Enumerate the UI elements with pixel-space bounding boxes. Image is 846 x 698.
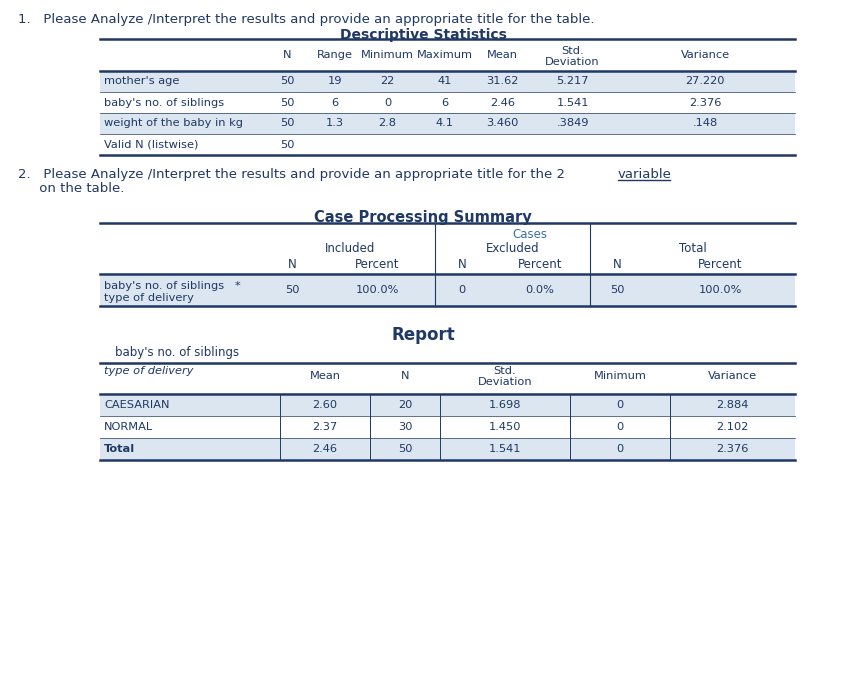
- Text: Minimum: Minimum: [361, 50, 414, 60]
- Text: 0: 0: [617, 422, 624, 432]
- Text: 20: 20: [398, 400, 412, 410]
- Text: N: N: [458, 258, 466, 271]
- Text: 2.102: 2.102: [717, 422, 749, 432]
- Bar: [100, 438, 795, 460]
- Text: 50: 50: [280, 119, 294, 128]
- Text: weight of the baby in kg: weight of the baby in kg: [104, 119, 243, 128]
- Bar: [100, 113, 795, 134]
- Text: baby's no. of siblings: baby's no. of siblings: [104, 98, 224, 107]
- Text: Descriptive Statistics: Descriptive Statistics: [339, 28, 507, 42]
- Text: mother's age: mother's age: [104, 77, 179, 87]
- Text: 6: 6: [332, 98, 338, 107]
- Text: Excluded: Excluded: [486, 242, 539, 255]
- Bar: [100, 274, 795, 306]
- Text: Report: Report: [391, 326, 455, 344]
- Text: on the table.: on the table.: [18, 182, 124, 195]
- Text: 50: 50: [280, 140, 294, 149]
- Text: Std.: Std.: [494, 366, 516, 376]
- Text: 41: 41: [438, 77, 453, 87]
- Text: N: N: [401, 371, 409, 381]
- Bar: [100, 71, 795, 92]
- Text: 19: 19: [327, 77, 343, 87]
- Text: 2.37: 2.37: [312, 422, 338, 432]
- Text: Case Processing Summary: Case Processing Summary: [314, 210, 532, 225]
- Text: Deviation: Deviation: [545, 57, 600, 67]
- Text: 2.46: 2.46: [312, 444, 338, 454]
- Text: 0.0%: 0.0%: [525, 285, 554, 295]
- Text: Maximum: Maximum: [417, 50, 473, 60]
- Text: 50: 50: [398, 444, 412, 454]
- Text: Percent: Percent: [354, 258, 399, 271]
- Bar: [100, 134, 795, 155]
- Text: 50: 50: [285, 285, 299, 295]
- Text: Variance: Variance: [708, 371, 757, 381]
- Text: 100.0%: 100.0%: [355, 285, 398, 295]
- Text: Mean: Mean: [487, 50, 518, 60]
- Text: 1.3: 1.3: [326, 119, 344, 128]
- Text: 6: 6: [442, 98, 448, 107]
- Text: 4.1: 4.1: [436, 119, 454, 128]
- Bar: [100, 394, 795, 416]
- Text: 31.62: 31.62: [486, 77, 519, 87]
- Text: Deviation: Deviation: [478, 377, 532, 387]
- Text: 2.60: 2.60: [312, 400, 338, 410]
- Text: Percent: Percent: [698, 258, 742, 271]
- Text: 1.450: 1.450: [489, 422, 521, 432]
- Text: Minimum: Minimum: [594, 371, 646, 381]
- Text: type of delivery: type of delivery: [104, 366, 194, 376]
- Text: 100.0%: 100.0%: [698, 285, 742, 295]
- Text: 1.   Please Analyze /Interpret the results and provide an appropriate title for : 1. Please Analyze /Interpret the results…: [18, 13, 595, 26]
- Text: Std.: Std.: [561, 46, 584, 56]
- Text: 27.220: 27.220: [685, 77, 725, 87]
- Text: 50: 50: [280, 77, 294, 87]
- Text: 2.376: 2.376: [717, 444, 749, 454]
- Text: 30: 30: [398, 422, 412, 432]
- Text: type of delivery: type of delivery: [104, 293, 194, 303]
- Text: 0: 0: [617, 400, 624, 410]
- Text: Total: Total: [104, 444, 135, 454]
- Bar: [100, 416, 795, 438]
- Text: variable: variable: [618, 168, 672, 181]
- Text: 1.541: 1.541: [489, 444, 521, 454]
- Text: Variance: Variance: [680, 50, 729, 60]
- Text: baby's no. of siblings: baby's no. of siblings: [115, 346, 239, 359]
- Text: N: N: [288, 258, 296, 271]
- Text: 1.541: 1.541: [557, 98, 589, 107]
- Text: .148: .148: [692, 119, 717, 128]
- Text: 2.884: 2.884: [717, 400, 749, 410]
- Text: .3849: .3849: [557, 119, 589, 128]
- Text: 50: 50: [280, 98, 294, 107]
- Text: Total: Total: [678, 242, 706, 255]
- Text: N: N: [283, 50, 292, 60]
- Text: Percent: Percent: [518, 258, 563, 271]
- Text: CAESARIAN: CAESARIAN: [104, 400, 169, 410]
- Text: 3.460: 3.460: [486, 119, 519, 128]
- Text: 0: 0: [459, 285, 465, 295]
- Text: 0: 0: [617, 444, 624, 454]
- Text: Cases: Cases: [513, 228, 547, 241]
- Text: N: N: [613, 258, 621, 271]
- Bar: [100, 92, 795, 113]
- Text: NORMAL: NORMAL: [104, 422, 153, 432]
- Text: 5.217: 5.217: [557, 77, 589, 87]
- Text: 0: 0: [384, 98, 391, 107]
- Text: 50: 50: [610, 285, 624, 295]
- Text: 2.   Please Analyze /Interpret the results and provide an appropriate title for : 2. Please Analyze /Interpret the results…: [18, 168, 569, 181]
- Text: 22: 22: [381, 77, 394, 87]
- Text: Mean: Mean: [310, 371, 340, 381]
- Text: baby's no. of siblings   *: baby's no. of siblings *: [104, 281, 240, 291]
- Text: 2.8: 2.8: [378, 119, 397, 128]
- Text: 2.46: 2.46: [490, 98, 515, 107]
- Text: 2.376: 2.376: [689, 98, 721, 107]
- Text: Included: Included: [325, 242, 375, 255]
- Text: Range: Range: [317, 50, 353, 60]
- Text: Valid N (listwise): Valid N (listwise): [104, 140, 198, 149]
- Text: 1.698: 1.698: [489, 400, 521, 410]
